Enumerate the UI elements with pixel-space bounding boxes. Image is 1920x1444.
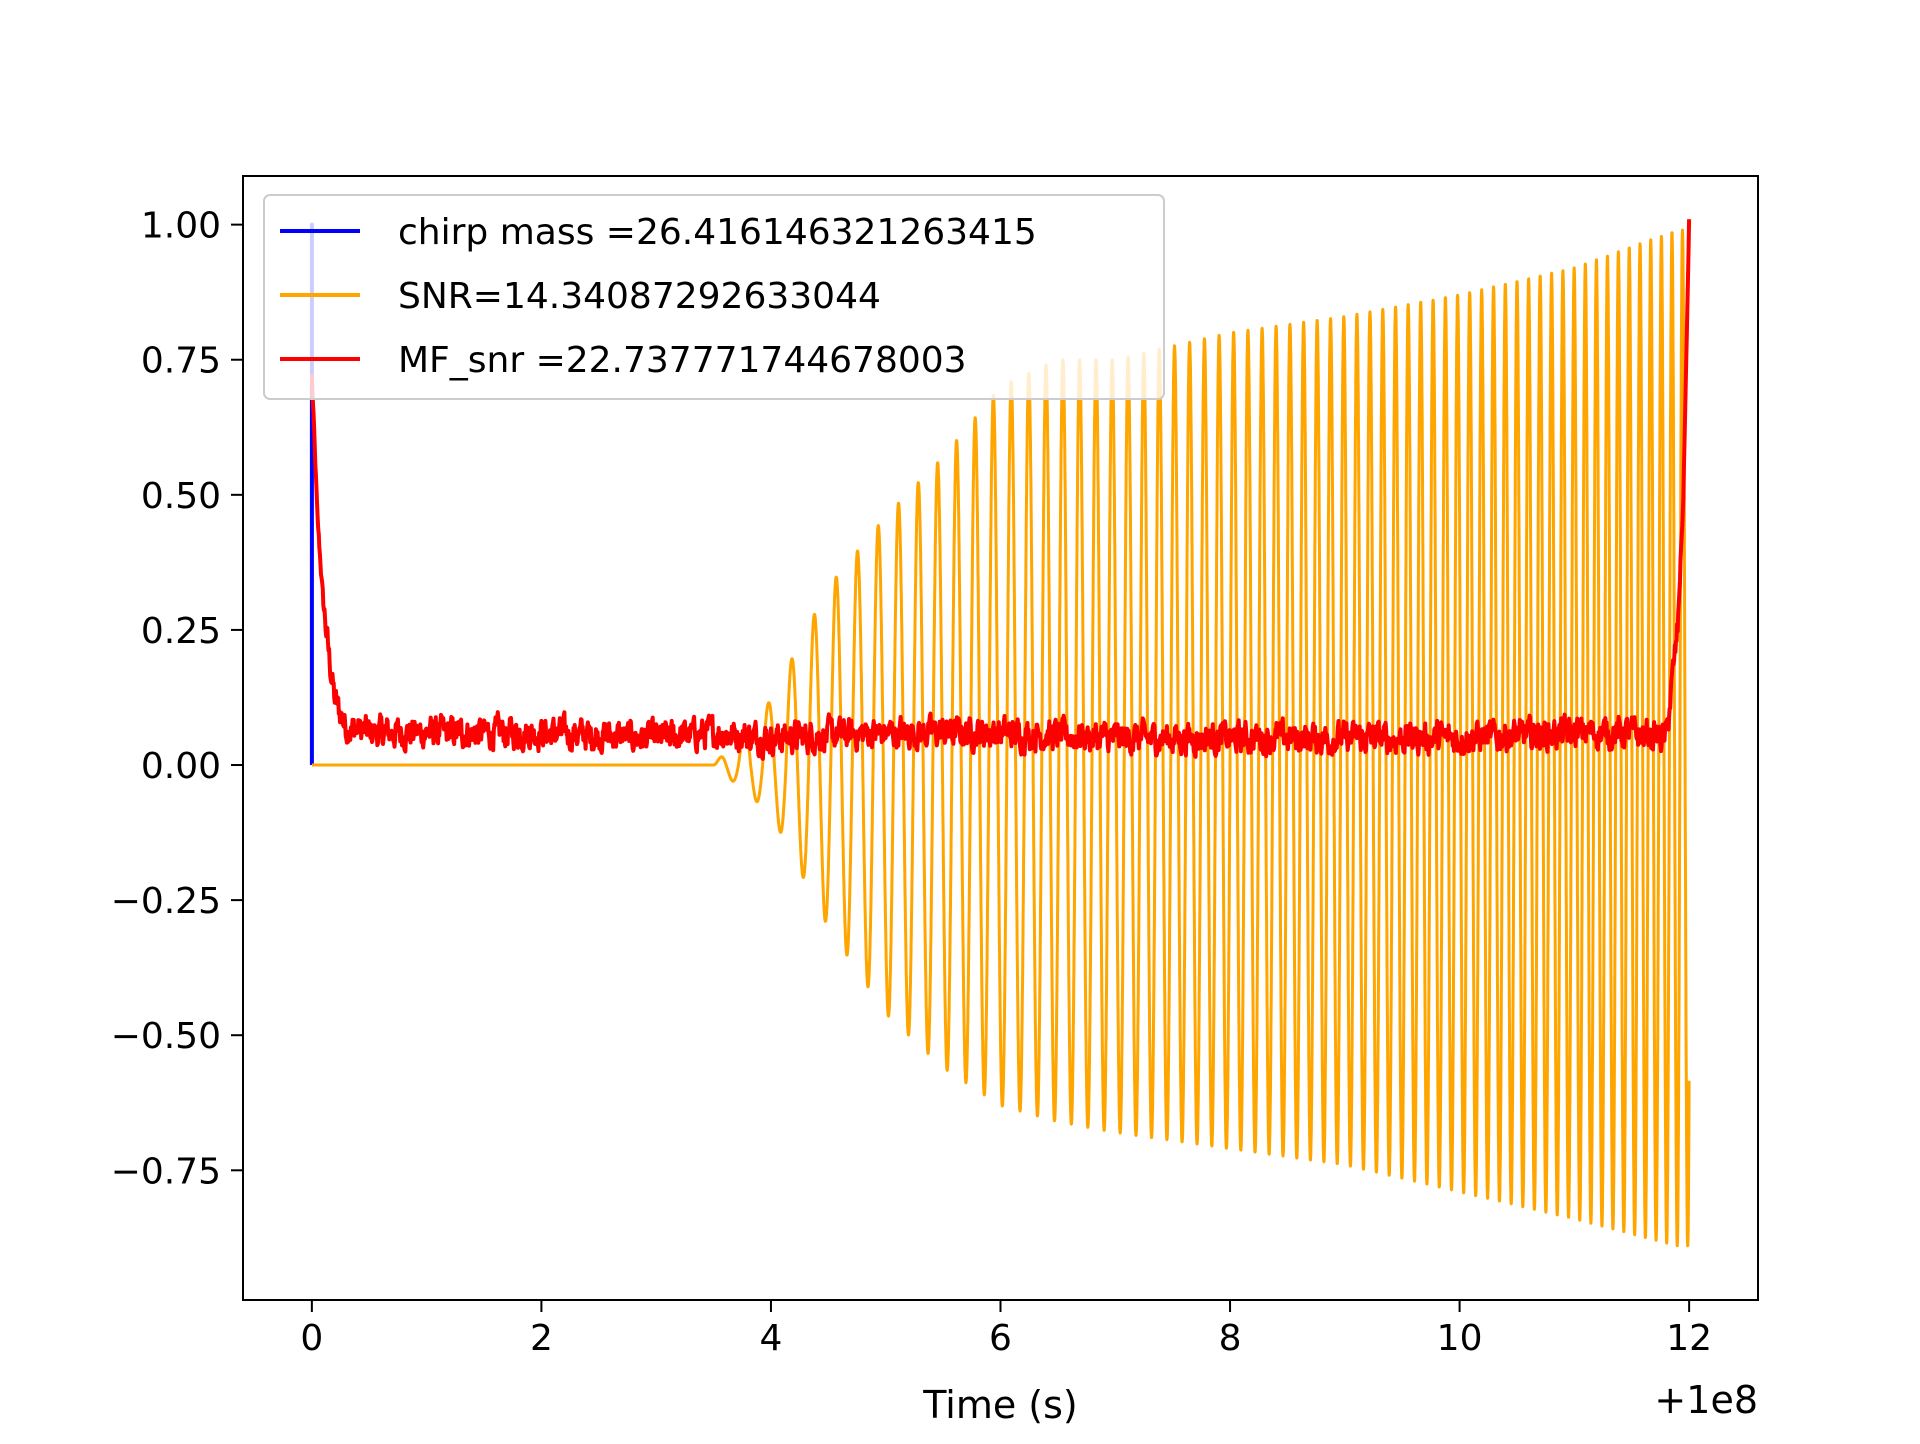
y-axis: 1.00 0.75 0.50 0.25 0.00 −0.25 −0.50 −0.75 (111, 206, 243, 1192)
series-line-2 (309, 219, 1692, 761)
x-tick-label: 0 (300, 1318, 323, 1359)
y-tick-label: −0.25 (111, 881, 221, 922)
x-tick-label: 10 (1437, 1318, 1483, 1359)
x-axis-offset-label: +1e8 (1654, 1378, 1758, 1422)
y-tick-label: 0.50 (141, 476, 221, 517)
x-tick-label: 6 (989, 1318, 1012, 1359)
legend-label: SNR=14.34087292633044 (398, 276, 881, 317)
legend-label: MF_snr =22.737771744678003 (398, 340, 967, 381)
legend-box (263, 194, 1165, 400)
y-tick-label: 0.75 (141, 341, 221, 382)
x-tick-label: 12 (1666, 1318, 1712, 1359)
series-line-1 (311, 228, 1691, 1248)
y-tick-label: −0.50 (111, 1016, 221, 1057)
x-axis: 0 2 4 6 8 10 12 (300, 1300, 1712, 1359)
x-tick-label: 8 (1219, 1318, 1242, 1359)
y-tick-label: 1.00 (141, 206, 221, 247)
y-tick-label: −0.75 (111, 1151, 221, 1192)
x-tick-label: 2 (530, 1318, 553, 1359)
y-tick-label: 0.25 (141, 611, 221, 652)
y-tick-label: 0.00 (141, 746, 221, 787)
legend: chirp mass =26.416146321263415 SNR=14.340… (263, 194, 1165, 400)
legend-label: chirp mass =26.416146321263415 (398, 212, 1037, 253)
x-tick-label: 4 (760, 1318, 783, 1359)
x-axis-label: Time (s) (922, 1383, 1078, 1427)
